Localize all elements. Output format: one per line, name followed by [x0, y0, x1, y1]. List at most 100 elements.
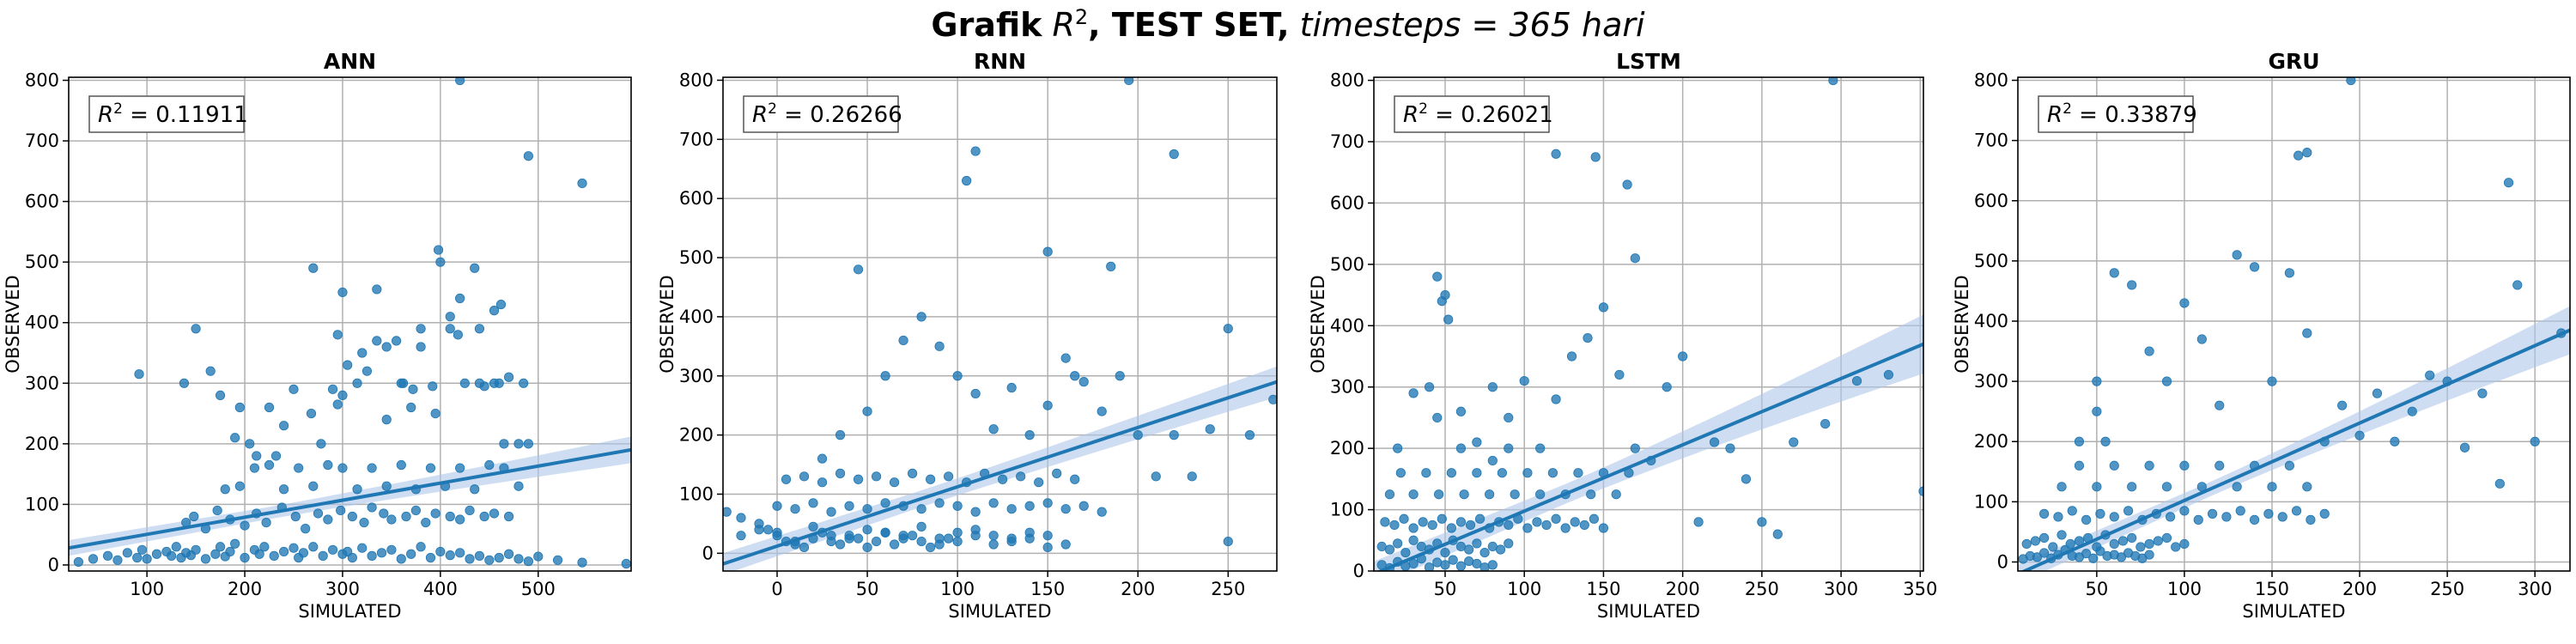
data-point: [1522, 523, 1533, 533]
data-point: [352, 484, 362, 495]
data-point: [245, 439, 255, 449]
data-point: [435, 546, 446, 557]
data-point: [1693, 517, 1704, 527]
data-point: [381, 415, 392, 425]
data-point: [2249, 262, 2260, 272]
data-point: [1244, 430, 1255, 440]
data-point: [1495, 544, 1506, 555]
data-point: [225, 546, 235, 557]
data-point: [799, 542, 810, 553]
x-tick-label: 100: [1507, 579, 1541, 599]
data-point: [1573, 468, 1583, 478]
data-point: [970, 388, 981, 399]
y-tick-label: 800: [679, 70, 714, 90]
data-point: [1042, 246, 1053, 257]
data-point: [337, 390, 348, 400]
data-point: [316, 439, 326, 449]
data-point: [240, 520, 250, 531]
data-point: [2039, 548, 2050, 558]
data-point: [2057, 482, 2067, 492]
x-axis-label: SIMULATED: [1597, 601, 1700, 622]
data-point: [853, 474, 864, 484]
y-tick-label: 400: [1330, 315, 1364, 336]
data-point: [1034, 477, 1044, 488]
data-point: [2109, 460, 2119, 471]
data-point: [504, 372, 514, 382]
y-tick-label: 700: [679, 129, 714, 149]
data-point: [835, 430, 846, 440]
data-point: [1432, 557, 1443, 568]
x-tick-label: 100: [130, 579, 164, 599]
data-point: [944, 471, 954, 482]
data-point: [1579, 519, 1589, 531]
data-point: [2196, 334, 2207, 344]
data-point: [2215, 460, 2225, 471]
data-point: [137, 544, 148, 555]
data-point: [2425, 370, 2435, 380]
data-point: [2161, 482, 2172, 492]
data-point: [772, 527, 782, 538]
data-point: [435, 257, 446, 267]
data-point: [220, 484, 230, 495]
x-tick-label: 150: [2255, 579, 2289, 599]
data-point: [433, 245, 444, 255]
data-point: [1535, 443, 1546, 453]
data-point: [1504, 443, 1514, 453]
x-tick-label: 100: [940, 579, 975, 599]
data-point: [1384, 544, 1395, 555]
data-point: [1570, 517, 1580, 527]
x-tick-label: 50: [1434, 579, 1457, 599]
data-point: [1598, 302, 1609, 313]
data-point: [2284, 268, 2294, 278]
data-point: [1024, 501, 1035, 511]
data-point: [1820, 418, 1831, 429]
data-point: [290, 511, 301, 522]
data-point: [1006, 382, 1017, 393]
data-point: [1408, 489, 1419, 500]
data-point: [425, 463, 436, 473]
data-point: [1851, 375, 1862, 386]
x-axis-label: SIMULATED: [2242, 601, 2345, 622]
data-point: [264, 459, 275, 471]
plot-area: [1374, 77, 1923, 571]
x-tick-label: 300: [2518, 579, 2552, 599]
x-tick-label: 500: [521, 579, 556, 599]
data-point: [1097, 406, 1107, 416]
x-tick-label: 150: [1030, 579, 1065, 599]
data-point: [2127, 280, 2137, 290]
data-point: [1395, 468, 1406, 478]
data-point: [1487, 455, 1498, 466]
data-point: [2302, 328, 2312, 338]
data-point: [2207, 508, 2218, 519]
y-tick-label: 600: [25, 191, 59, 212]
data-point: [1504, 519, 1514, 531]
data-point: [495, 299, 507, 310]
panel-rnn: 0 50 100 150 200 250 0 100 200 300 400 500 600 700 800…: [657, 49, 1278, 622]
data-point: [799, 471, 810, 482]
data-point: [781, 474, 792, 484]
data-point: [513, 554, 524, 564]
data-point: [215, 390, 226, 400]
data-point: [408, 384, 418, 394]
y-tick-label: 500: [679, 247, 714, 268]
data-point: [367, 463, 377, 473]
data-point: [1042, 542, 1053, 553]
y-axis-label: OBSERVED: [657, 275, 677, 373]
data-point: [1472, 437, 1482, 447]
data-point: [1709, 437, 1720, 447]
data-point: [962, 175, 972, 186]
data-point: [862, 542, 872, 553]
y-tick-label: 100: [25, 494, 59, 514]
data-point: [269, 550, 279, 561]
data-point: [1424, 562, 1435, 571]
data-point: [381, 342, 392, 352]
data-point: [425, 552, 436, 563]
data-point: [1678, 351, 1688, 361]
data-point: [2302, 148, 2312, 158]
data-point: [261, 517, 271, 528]
x-axis-label: SIMULATED: [948, 601, 1051, 622]
data-point: [1443, 314, 1454, 325]
regression-line: [1376, 342, 1923, 571]
data-point: [1789, 437, 1799, 447]
data-point: [2161, 532, 2172, 544]
